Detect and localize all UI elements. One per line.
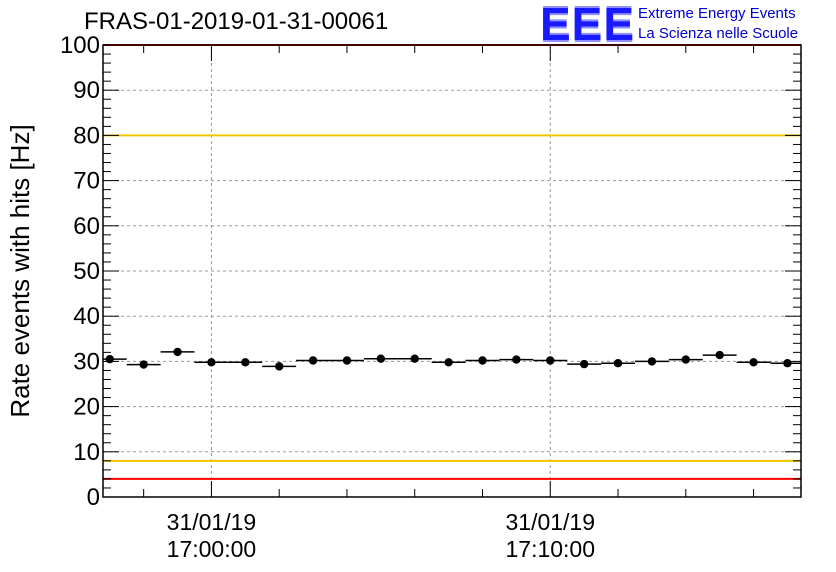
axis-ticks xyxy=(103,44,801,498)
eee-logo-mark: EEE xyxy=(540,0,636,50)
data-point xyxy=(274,362,284,371)
tick-labels: 010203040506070809010031/01/1917:00:0031… xyxy=(60,32,595,562)
data-point xyxy=(647,357,657,366)
y-tick-label: 90 xyxy=(73,77,100,104)
y-tick-label: 70 xyxy=(73,168,100,195)
y-tick-label: 30 xyxy=(73,348,100,375)
y-tick-label: 0 xyxy=(87,484,100,511)
data-point xyxy=(308,356,318,365)
logo-line-2: La Scienza nelle Scuole xyxy=(638,25,799,42)
x-tick-label-time: 17:00:00 xyxy=(167,536,257,562)
data-point xyxy=(105,354,114,364)
data-point xyxy=(579,359,589,369)
data-point xyxy=(342,356,352,365)
x-tick-label-date: 31/01/19 xyxy=(167,509,257,535)
y-tick-label: 60 xyxy=(73,213,100,240)
data-point xyxy=(444,358,453,367)
data-point xyxy=(681,355,690,364)
data-point xyxy=(546,356,555,365)
grid-lines xyxy=(103,45,801,497)
data-point xyxy=(512,355,521,364)
data-point xyxy=(715,350,724,360)
y-tick-label: 50 xyxy=(73,258,100,285)
reference-lines xyxy=(103,44,801,480)
data-point xyxy=(173,347,182,357)
x-tick-label-time: 17:10:00 xyxy=(505,536,595,562)
y-tick-label: 10 xyxy=(73,439,100,466)
data-point xyxy=(749,358,758,367)
y-tick-label: 40 xyxy=(73,303,100,330)
data-point xyxy=(613,359,623,368)
y-axis-label: Rate events with hits [Hz] xyxy=(5,124,35,417)
y-tick-label: 80 xyxy=(73,122,100,149)
x-tick-label-date: 31/01/19 xyxy=(505,509,595,535)
data-point xyxy=(139,360,148,369)
data-point xyxy=(376,354,386,363)
data-point xyxy=(241,358,250,367)
data-point xyxy=(478,356,487,365)
data-point xyxy=(207,358,216,367)
data-point xyxy=(783,359,792,368)
y-tick-label: 20 xyxy=(73,394,100,421)
data-point xyxy=(410,354,419,363)
chart-title: FRAS-01-2019-01-31-00061 xyxy=(84,8,389,35)
y-tick-label: 100 xyxy=(60,32,100,59)
logo-line-1: Extreme Energy Events xyxy=(638,5,796,22)
data-points xyxy=(103,347,801,371)
